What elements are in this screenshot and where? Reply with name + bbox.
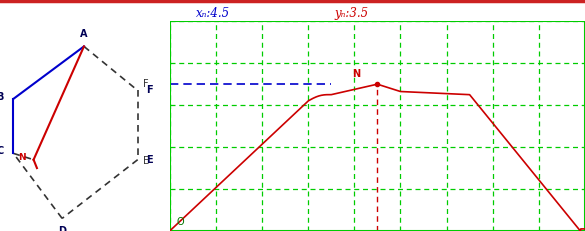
- Text: D: D: [58, 226, 66, 231]
- Text: F: F: [143, 79, 149, 89]
- Text: E: E: [146, 155, 153, 165]
- Text: A: A: [80, 29, 88, 39]
- Text: O: O: [177, 217, 184, 227]
- Text: N: N: [18, 153, 26, 162]
- Text: C: C: [0, 146, 4, 156]
- Text: xₙ:4.5: xₙ:4.5: [197, 7, 230, 20]
- Text: F: F: [146, 85, 153, 95]
- Text: yₙ:3.5: yₙ:3.5: [334, 7, 368, 20]
- Text: E: E: [143, 156, 149, 166]
- Text: B: B: [0, 92, 4, 102]
- Text: N: N: [352, 69, 360, 79]
